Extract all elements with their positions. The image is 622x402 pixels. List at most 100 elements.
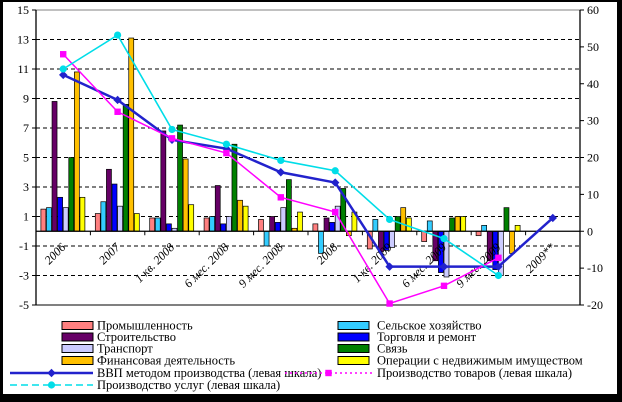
line-marker-0 (548, 213, 557, 223)
left-axis-tick-label: 5 (23, 151, 29, 165)
bar-6-1 (128, 37, 135, 232)
legend-line-marker (47, 381, 56, 389)
right-axis-tick-label: -20 (587, 298, 603, 312)
bar-0-2 (149, 217, 156, 232)
bar-6-8 (509, 230, 515, 254)
legend-line-marker (325, 369, 332, 377)
legend-label: Торговля и ремонт (377, 330, 477, 344)
x-axis-category-label: 1 кв. 2008 (132, 240, 177, 285)
bar-7-4 (297, 211, 303, 232)
bar-3-1 (111, 183, 118, 232)
bar-7-3 (242, 205, 249, 232)
left-axis-tick-label: -3 (19, 269, 29, 283)
line-marker-1 (223, 149, 230, 157)
legend-label: Транспорт (97, 342, 153, 356)
left-axis-tick-label: 1 (23, 210, 29, 224)
legend-label: Сельское хозяйство (377, 319, 482, 333)
line-marker-2 (168, 125, 176, 134)
x-axis-category-label: 2007 (96, 240, 124, 268)
line-marker-1 (440, 282, 448, 290)
bar-1-0 (46, 207, 52, 232)
left-axis-tick-label: -1 (19, 239, 29, 253)
bar-4-4 (280, 207, 287, 232)
bar-4-6 (389, 230, 395, 248)
left-axis-tick-label: 11 (17, 62, 29, 76)
legend-label: Финансовая деятельность (97, 354, 235, 368)
bar-6-2 (182, 158, 189, 232)
line-marker-0 (59, 70, 68, 80)
bar-4-3 (226, 216, 232, 232)
line-marker-0 (113, 95, 122, 105)
right-axis-tick-label: 0 (587, 224, 593, 238)
legend-swatch-18 (337, 321, 370, 330)
bar-1-1 (100, 201, 107, 232)
right-axis-tick-label: 20 (587, 151, 599, 165)
bar-6-6 (400, 207, 407, 232)
x-axis-category-label: 9 мес. 2008 (236, 240, 286, 290)
line-marker-2 (59, 65, 67, 73)
left-axis-tick-label: 9 (23, 92, 29, 106)
legend-label: Строительство (97, 330, 176, 344)
line-marker-1 (60, 51, 67, 58)
bar-5-1 (122, 104, 129, 232)
bar-2-0 (51, 101, 58, 232)
line-marker-1 (332, 208, 339, 216)
left-axis-tick-label: 3 (23, 180, 29, 194)
right-axis-tick-label: 40 (587, 77, 599, 91)
legend-label: Производство товаров (левая шкала) (377, 366, 572, 380)
bar-1-8 (481, 225, 487, 232)
right-axis-tick-label: 50 (587, 40, 599, 54)
right-axis-tick-label: 30 (587, 114, 599, 128)
bar-1-2 (154, 217, 161, 232)
bar-5-7 (449, 217, 455, 232)
bar-2-4 (269, 216, 275, 232)
bar-2-2 (160, 130, 167, 232)
bar-6-3 (237, 199, 243, 232)
line-marker-2 (222, 140, 230, 148)
bar-2-3 (214, 185, 221, 232)
line-marker-2 (440, 235, 448, 243)
bar-1-4 (263, 230, 270, 247)
line-marker-1 (114, 108, 121, 115)
line-marker-2 (277, 156, 285, 165)
bar-0-5 (312, 223, 319, 232)
left-axis-tick-label: 7 (23, 121, 29, 135)
legend-swatch-13 (61, 332, 94, 342)
line-marker-1 (168, 135, 176, 142)
line-marker-0 (439, 262, 449, 271)
bar-2-5 (323, 217, 330, 232)
legend-label: ВВП методом производства (левая шкала) (97, 366, 321, 380)
line-marker-2 (114, 31, 122, 39)
legend-label: Производство услуг (левая шкала) (97, 378, 280, 392)
legend-line-marker (47, 368, 56, 378)
x-axis-category-label: 6 мес. 2008 (181, 240, 231, 290)
bar-0-1 (94, 213, 101, 232)
legend-swatch-9 (61, 344, 94, 353)
legend-swatch-5 (337, 344, 370, 353)
bar-3-5 (329, 222, 335, 232)
bar-3-0 (57, 196, 63, 232)
line-marker-0 (385, 262, 394, 271)
bar-4-0 (62, 207, 69, 232)
legend-swatch-32 (337, 356, 370, 365)
bar-0-4 (258, 219, 264, 232)
line-marker-0 (331, 178, 340, 187)
combo-chart-canvas: 15 13 11 9 7 5 3 1 -1 -3 -5 60 50 40 30 20 10 0 -10 -20 2006… (10, 3, 603, 392)
bar-4-1 (117, 205, 123, 232)
bar-5-0 (68, 157, 75, 232)
legend-label: Связь (377, 342, 408, 356)
left-axis-tick-label: 15 (17, 3, 29, 17)
bar-3-4 (274, 222, 281, 232)
bar-0-8 (475, 230, 482, 237)
line-marker-0 (276, 168, 285, 177)
bar-1-7 (426, 220, 433, 232)
bar-6-0 (74, 71, 80, 232)
left-axis-tick-label: -5 (19, 298, 29, 312)
bar-5-6 (394, 216, 401, 232)
x-axis-category-label: 2008 (313, 240, 340, 267)
bar-0-3 (203, 217, 210, 232)
x-axis-category-label: 2006 (41, 240, 68, 267)
bar-3-3 (220, 223, 227, 232)
line-marker-1 (495, 254, 502, 261)
